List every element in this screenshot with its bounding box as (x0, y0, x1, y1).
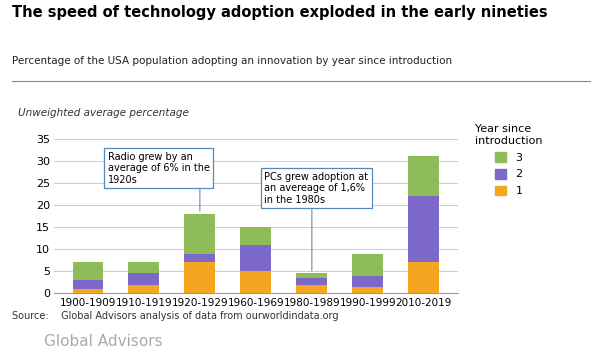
Bar (296, 274, 327, 278)
Bar (352, 287, 383, 293)
Bar (240, 245, 272, 271)
Bar (184, 262, 216, 293)
Bar (184, 214, 216, 253)
Bar (352, 276, 383, 287)
Text: PCs grew adoption at
an avereage of 1,6%
in the 1980s: PCs grew adoption at an avereage of 1,6%… (264, 172, 368, 205)
Bar (296, 278, 327, 284)
Text: Radio grew by an
average of 6% in the
1920s: Radio grew by an average of 6% in the 19… (108, 152, 209, 185)
Bar (408, 196, 439, 262)
Legend: 3, 2, 1: 3, 2, 1 (475, 124, 542, 196)
Text: Unweighted average percentage: Unweighted average percentage (18, 108, 189, 118)
Bar (408, 262, 439, 293)
Text: The speed of technology adoption exploded in the early nineties: The speed of technology adoption explode… (12, 5, 548, 21)
Bar (128, 284, 160, 293)
Text: Source:    Global Advisors analysis of data from ourworldindata.org: Source: Global Advisors analysis of data… (12, 311, 338, 321)
Bar (408, 156, 439, 196)
Bar (72, 280, 104, 289)
Text: Global Advisors: Global Advisors (44, 334, 163, 349)
Bar (184, 253, 216, 262)
Bar (240, 227, 272, 245)
Bar (296, 284, 327, 293)
Bar (128, 274, 160, 284)
Bar (72, 289, 104, 293)
Text: Percentage of the USA population adopting an innovation by year since introducti: Percentage of the USA population adoptin… (12, 56, 452, 66)
Bar (240, 271, 272, 293)
Bar (72, 262, 104, 280)
Bar (128, 262, 160, 274)
Bar (352, 253, 383, 276)
